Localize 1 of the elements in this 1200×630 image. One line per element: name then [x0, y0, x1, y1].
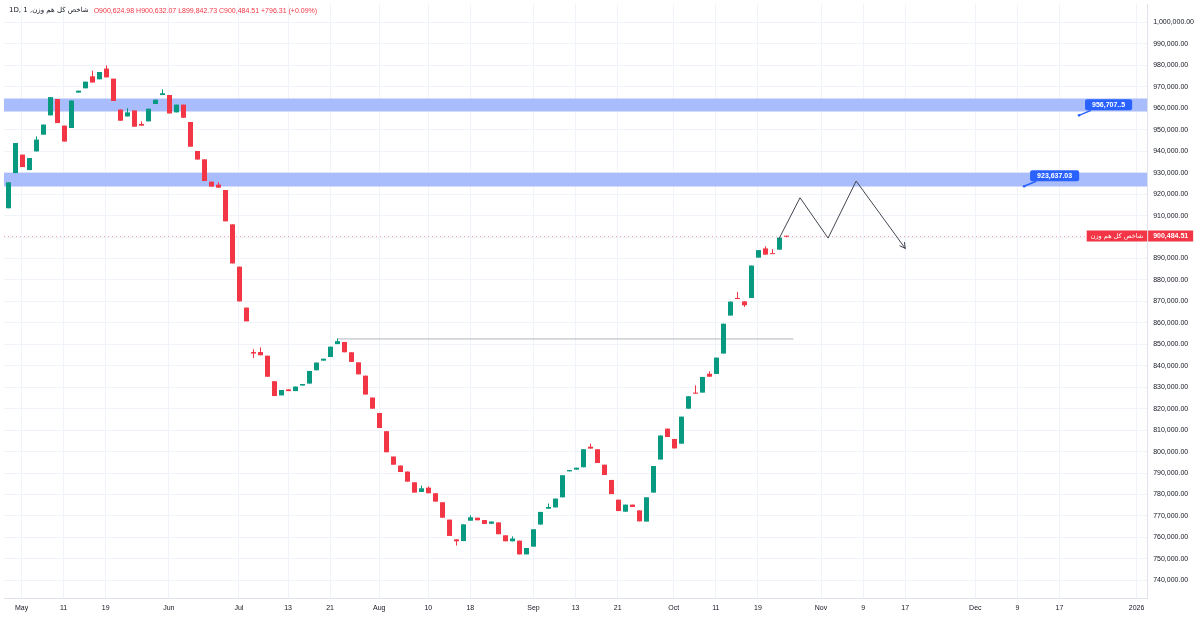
candlestick: [692, 384, 699, 395]
